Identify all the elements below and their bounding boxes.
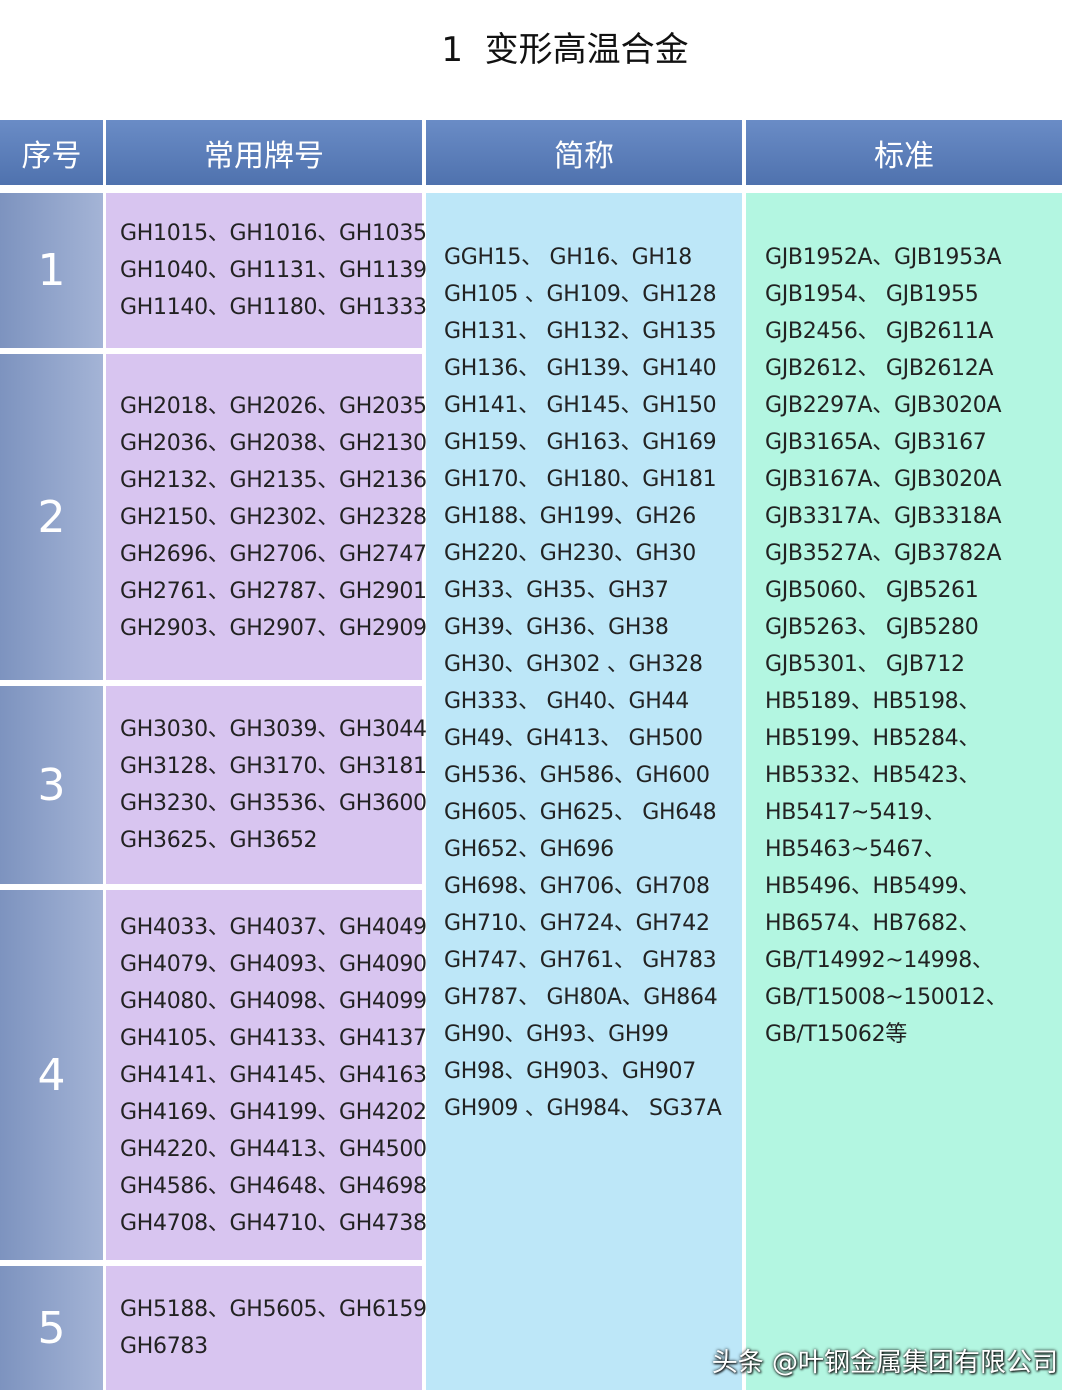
grade-line: GH3230、GH3536、GH3600	[120, 791, 427, 816]
standard-line: GJB3165A、GJB3167	[765, 429, 987, 455]
grade-line: GH2903、GH2907、GH2909	[120, 615, 427, 641]
abbreviation-line: GH136、 GH139、GH140	[444, 355, 717, 381]
standard-line: GJB3317A、GJB3318A	[765, 503, 1002, 529]
header-cell: 简称	[426, 120, 742, 185]
header-cell: 常用牌号	[106, 120, 422, 185]
grade-cell	[106, 890, 422, 1260]
abbreviation-line: GH98、GH903、GH907	[444, 1058, 696, 1084]
standard-line: GB/T15062等	[765, 1021, 907, 1047]
abbreviation-line: GH605、GH625、 GH648	[444, 799, 717, 825]
row-index: 5	[0, 1266, 103, 1390]
grade-line: GH2761、GH2787、GH2901	[120, 578, 427, 604]
standard-line: HB5199、HB5284、	[765, 725, 981, 751]
standard-line: GJB3167A、GJB3020A	[765, 466, 1002, 492]
abbreviation-line: GH188、GH199、GH26	[444, 503, 696, 529]
grade-line: GH4141、GH4145、GH4163	[120, 1062, 427, 1088]
standard-line: GB/T15008~150012、	[765, 984, 1008, 1010]
row-index: 2	[0, 354, 103, 680]
abbreviation-line: GH39、GH36、GH38	[444, 614, 669, 640]
grade-line: GH5188、GH5605、GH6159	[120, 1297, 427, 1322]
grade-line: GH4708、GH4710、GH4738	[120, 1210, 427, 1236]
grade-cell	[106, 686, 422, 884]
grade-line: GH4220、GH4413、GH4500	[120, 1136, 427, 1162]
grade-line: GH6783	[120, 1334, 208, 1359]
title: 1 变形高温合金	[441, 30, 689, 70]
abbreviation-line: GH170、 GH180、GH181	[444, 466, 717, 492]
watermark: 头条 @叶钢金属集团有限公司	[711, 1348, 1058, 1378]
grade-line: GH2150、GH2302、GH2328	[120, 504, 427, 530]
grade-line: GH3030、GH3039、GH3044	[120, 717, 427, 742]
abbreviation-line: GH652、GH696	[444, 836, 614, 862]
standard-line: GJB5263、 GJB5280	[765, 614, 979, 640]
abbreviation-line: GH710、GH724、GH742	[444, 910, 710, 936]
grade-line: GH2696、GH2706、GH2747	[120, 541, 427, 567]
abbreviation-line: GH49、GH413、 GH500	[444, 725, 703, 751]
grade-line: GH1015、GH1016、GH1035	[120, 221, 427, 246]
standard-line: HB5463~5467、	[765, 836, 946, 862]
standard-line: GB/T14992~14998、	[765, 947, 994, 973]
standard-line: GJB2456、 GJB2611A	[765, 318, 994, 344]
abbreviation-line: GGH15、 GH16、GH18	[444, 244, 692, 270]
grade-line: GH4586、GH4648、GH4698	[120, 1173, 427, 1199]
grade-line: GH4105、GH4133、GH4137	[120, 1025, 427, 1051]
grade-line: GH1040、GH1131、GH1139	[120, 258, 427, 283]
abbreviation-line: GH90、GH93、GH99	[444, 1021, 669, 1047]
abbreviation-cell	[426, 193, 742, 1390]
standard-line: HB6574、HB7682、	[765, 910, 981, 936]
abbreviation-line: GH30、GH302 、GH328	[444, 651, 703, 677]
grade-line: GH1140、GH1180、GH1333	[120, 295, 427, 320]
grade-line: GH4033、GH4037、GH4049	[120, 914, 427, 940]
row-index: 3	[0, 686, 103, 884]
row-index: 4	[0, 890, 103, 1260]
grade-cell	[106, 193, 422, 348]
abbreviation-line: GH159、 GH163、GH169	[444, 429, 717, 455]
grade-line: GH2132、GH2135、GH2136	[120, 467, 427, 493]
abbreviation-line: GH141、 GH145、GH150	[444, 392, 717, 418]
grade-line: GH2018、GH2026、GH2035	[120, 393, 427, 419]
standard-line: GJB3527A、GJB3782A	[765, 540, 1002, 566]
grade-line: GH3625、GH3652	[120, 828, 318, 853]
standard-line: HB5417~5419、	[765, 799, 946, 825]
abbreviation-line: GH698、GH706、GH708	[444, 873, 710, 899]
abbreviation-line: GH131、 GH132、GH135	[444, 318, 717, 344]
grade-line: GH4169、GH4199、GH4202	[120, 1099, 427, 1125]
standard-line: HB5189、HB5198、	[765, 688, 981, 714]
grade-line: GH4079、GH4093、GH4090	[120, 951, 427, 977]
standard-line: HB5496、HB5499、	[765, 873, 981, 899]
standard-line: GJB2297A、GJB3020A	[765, 392, 1002, 418]
grade-cell	[106, 1266, 422, 1390]
row-index: 1	[0, 193, 103, 348]
standard-line: GJB5301、 GJB712	[765, 651, 965, 677]
abbreviation-line: GH333、 GH40、GH44	[444, 688, 689, 714]
abbreviation-line: GH105 、GH109、GH128	[444, 281, 717, 307]
grade-cell	[106, 354, 422, 680]
standard-line: GJB5060、 GJB5261	[765, 577, 979, 603]
grade-line: GH3128、GH3170、GH3181	[120, 754, 427, 779]
standard-cell	[746, 193, 1062, 1390]
grade-line: GH4080、GH4098、GH4099	[120, 988, 427, 1014]
abbreviation-line: GH220、GH230、GH30	[444, 540, 696, 566]
standard-line: GJB2612、 GJB2612A	[765, 355, 994, 381]
abbreviation-line: GH909 、GH984、 SG37A	[444, 1095, 722, 1121]
abbreviation-line: GH536、GH586、GH600	[444, 762, 710, 788]
standard-line: HB5332、HB5423、	[765, 762, 981, 788]
abbreviation-line: GH787、 GH80A、GH864	[444, 984, 718, 1010]
header-cell: 标准	[746, 120, 1062, 185]
header-cell: 序号	[0, 120, 103, 185]
standard-line: GJB1954、 GJB1955	[765, 281, 979, 307]
abbreviation-line: GH747、GH761、 GH783	[444, 947, 717, 973]
standard-line: GJB1952A、GJB1953A	[765, 244, 1002, 270]
grade-line: GH2036、GH2038、GH2130	[120, 430, 427, 456]
abbreviation-line: GH33、GH35、GH37	[444, 577, 669, 603]
